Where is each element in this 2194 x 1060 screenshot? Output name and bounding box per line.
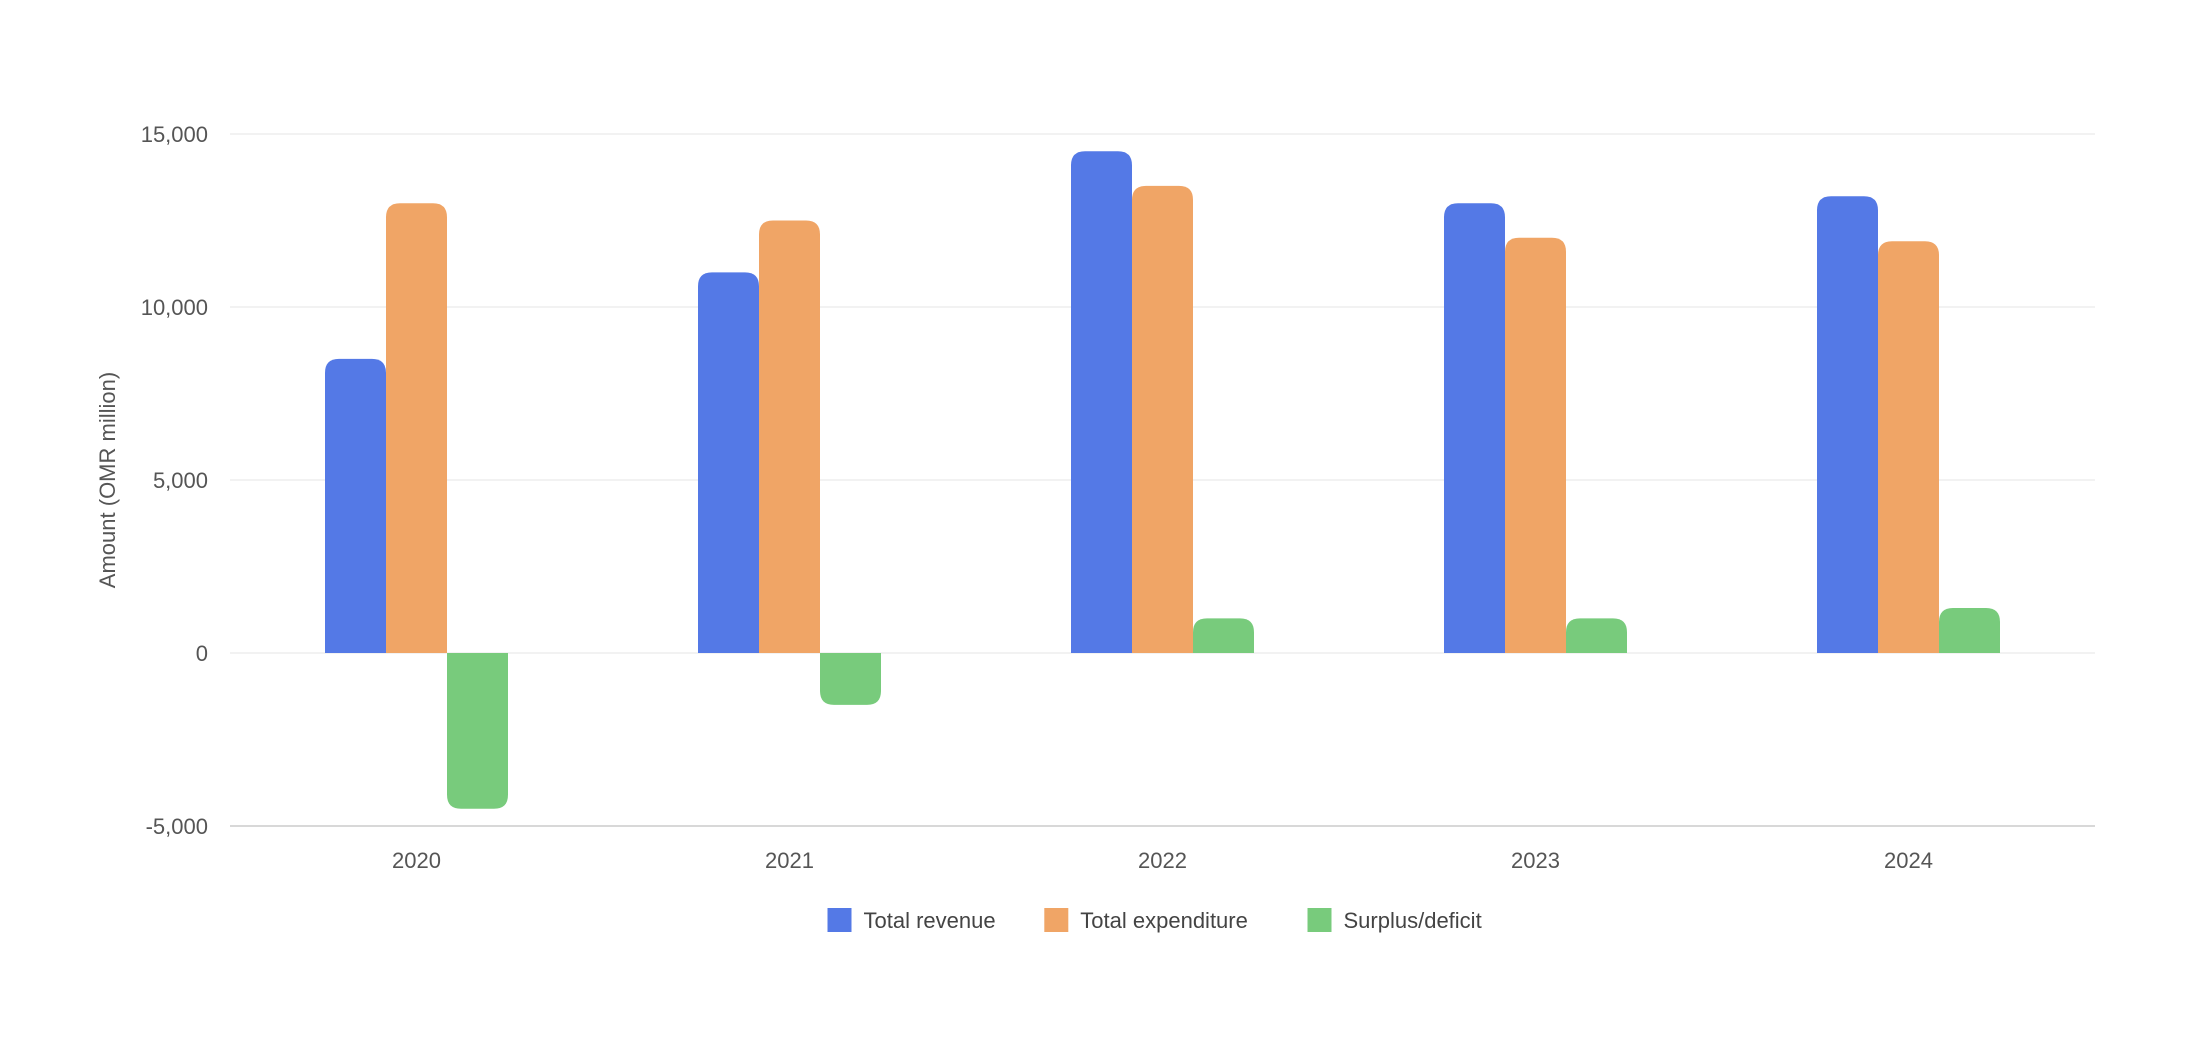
bar-2021-0 — [698, 272, 759, 653]
x-tick-label: 2022 — [1138, 848, 1187, 873]
y-tick-label: -5,000 — [146, 814, 208, 839]
bar-2024-0 — [1817, 196, 1878, 653]
bar-2020-0 — [325, 358, 386, 653]
y-tick-label: 5,000 — [153, 468, 208, 493]
bar-2022-1 — [1132, 185, 1193, 653]
bar-2022-2 — [1193, 618, 1254, 653]
bar-2024-2 — [1939, 608, 2000, 653]
bar-2022-0 — [1071, 151, 1132, 654]
axes: 15,000 10,000 5,000 0 -5,000 Amount (OMR mill… — [95, 122, 2095, 873]
legend-swatch — [827, 908, 852, 932]
bar-2023-0 — [1444, 203, 1505, 653]
bar-2024-1 — [1878, 241, 1939, 653]
x-tick-label: 2021 — [765, 848, 814, 873]
bar-2023-2 — [1566, 618, 1627, 653]
bar-2020-2 — [447, 653, 508, 809]
x-tick-label: 2020 — [392, 848, 441, 873]
bar-2021-1 — [759, 220, 820, 653]
legend-label: Surplus/deficit — [1344, 908, 1482, 933]
bars — [325, 151, 2000, 809]
x-tick-label: 2024 — [1884, 848, 1933, 873]
bar-2020-1 — [386, 203, 447, 653]
legend: Total revenue Total expenditure Surplus/de… — [827, 908, 1482, 933]
legend-label: Total revenue — [864, 908, 996, 933]
y-axis-title: Amount (OMR million) — [95, 372, 120, 588]
x-tick-label: 2023 — [1511, 848, 1560, 873]
y-tick-label: 15,000 — [141, 122, 208, 147]
legend-swatch — [1307, 908, 1332, 932]
legend-label: Total expenditure — [1080, 908, 1248, 933]
y-tick-label: 10,000 — [141, 295, 208, 320]
y-tick-label: 0 — [196, 641, 208, 666]
legend-swatch — [1044, 908, 1069, 932]
bar-2023-1 — [1505, 237, 1566, 654]
bar-2021-2 — [820, 653, 881, 705]
